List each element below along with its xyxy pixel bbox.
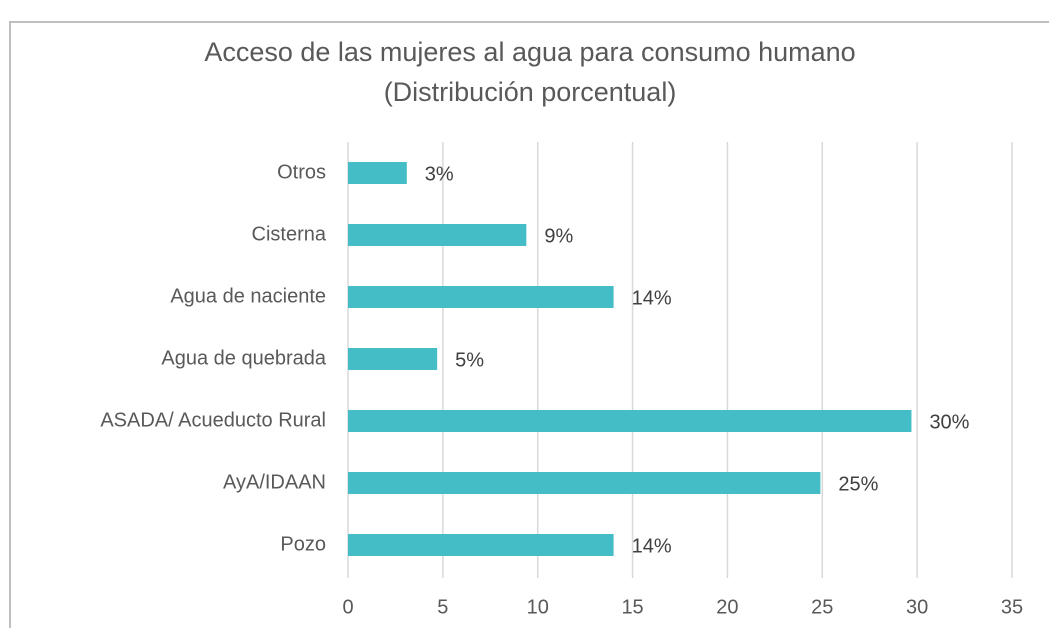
data-label: 5% [455,349,484,371]
y-tick-label: Agua de quebrada [161,347,326,369]
data-label: 3% [425,163,454,185]
data-label: 9% [544,225,573,247]
y-tick-label: ASADA/ Acueducto Rural [100,409,326,431]
data-label: 14% [632,287,672,309]
bar [348,348,438,370]
x-tick-label: 35 [1001,596,1023,618]
y-tick-label: Cisterna [252,223,327,245]
bar [348,410,912,432]
y-tick-label: AyA/IDAAN [223,471,326,493]
data-label: 25% [838,473,878,495]
chart-subtitle: (Distribución porcentual) [384,77,677,107]
bar [348,162,407,184]
x-tick-label: 0 [342,596,353,618]
bar [348,472,821,494]
data-label: 14% [632,535,672,557]
bar [348,286,614,308]
y-tick-label: Pozo [280,533,326,555]
x-tick-label: 30 [906,596,928,618]
chart-title: Acceso de las mujeres al agua para consu… [204,37,855,67]
bar [348,534,614,556]
x-tick-label: 5 [437,596,448,618]
x-tick-label: 15 [621,596,643,618]
x-tick-label: 10 [527,596,549,618]
y-tick-label: Agua de naciente [170,285,326,307]
bar [348,224,527,246]
chart-frame [9,21,1049,633]
x-tick-label: 20 [716,596,738,618]
data-label: 30% [929,411,969,433]
y-tick-label: Otros [277,161,326,183]
x-tick-label: 25 [811,596,833,618]
